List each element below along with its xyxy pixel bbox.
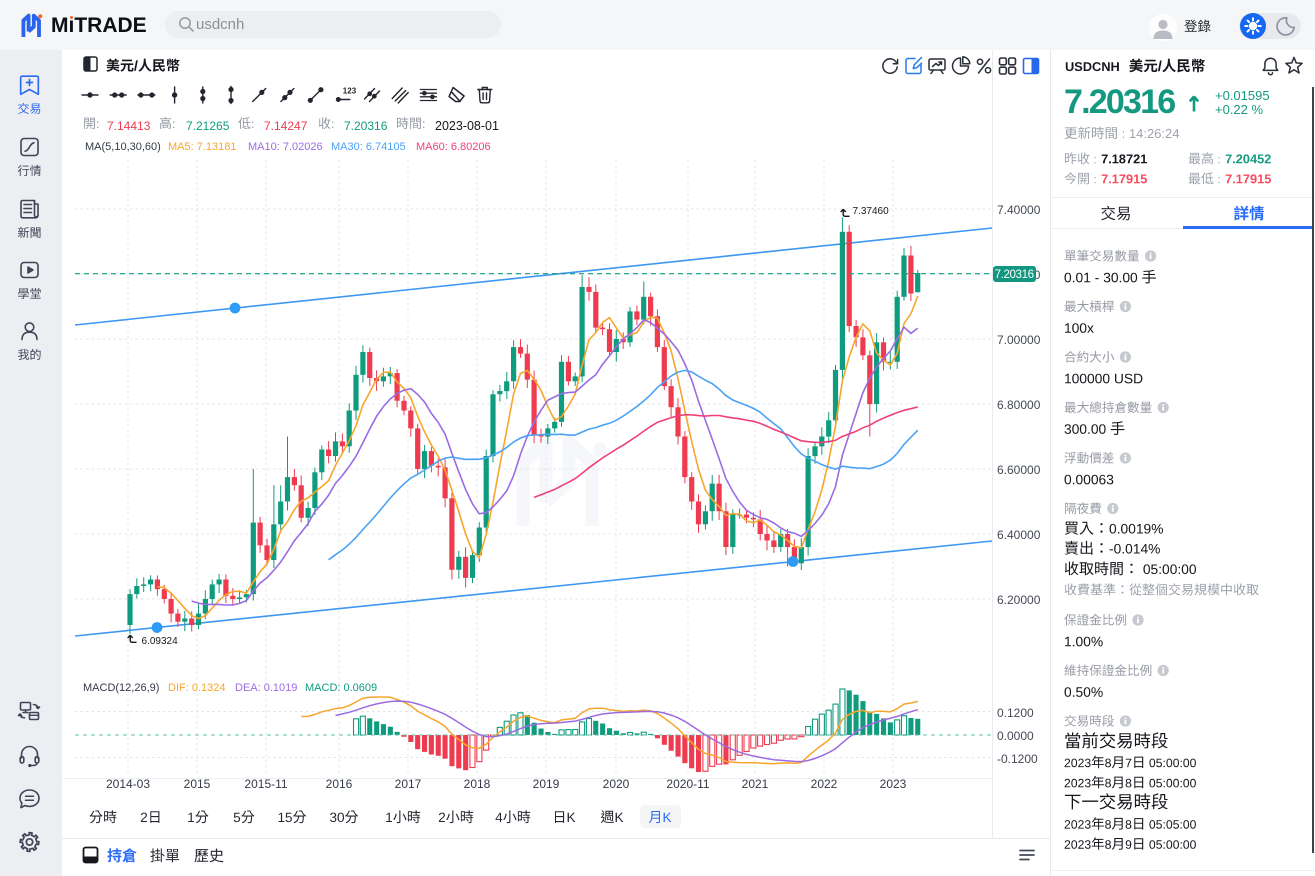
svg-text:123: 123 [343, 87, 357, 96]
